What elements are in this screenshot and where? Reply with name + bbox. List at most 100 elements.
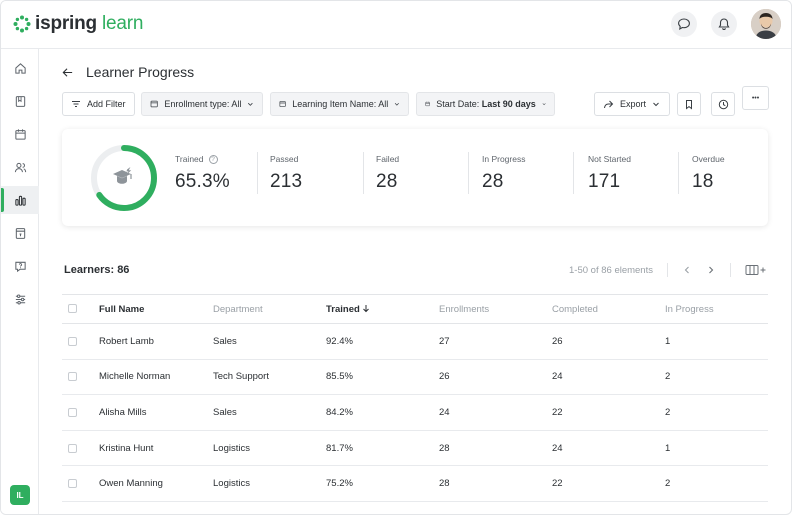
chevron-right-icon[interactable] [706,265,716,275]
user-avatar[interactable] [751,9,781,39]
start-date-filter[interactable]: Start Date: Last 90 days [416,92,555,116]
trained-donut-chart [91,145,157,211]
bookmark-icon [686,99,692,110]
enrollment-type-filter[interactable]: Enrollment type: All [141,92,263,116]
table-cell: 22 [552,406,563,418]
table-cell: 24 [439,406,450,418]
sidebar: IL [1,49,39,514]
column-header-enrollments[interactable]: Enrollments [439,303,490,315]
sidebar-item-users[interactable] [1,153,39,181]
table-header-row: Full Name Department Trained Enrollments… [62,294,768,324]
stat-in-progress-label: In Progress [482,154,526,164]
table-row[interactable]: Michelle Norman Tech Support 85.5% 26 24 2 [62,359,768,395]
enrollment-type-label: Enrollment type: All [164,99,242,109]
column-header-full-name[interactable]: Full Name [99,303,145,315]
table-cell: 28 [439,478,450,490]
reports-icon [14,195,26,206]
clock-icon [718,99,728,109]
sidebar-item-reports[interactable] [1,186,39,214]
stat-passed-value: 213 [270,171,303,192]
column-header-department[interactable]: Department [213,303,263,315]
table-cell: 2 [665,478,671,490]
table-cell[interactable]: Alisha Mills [99,406,147,418]
select-all-checkbox[interactable] [68,304,77,314]
table-cell: 24 [552,371,563,383]
sidebar-item-home[interactable] [1,54,39,82]
info-icon[interactable]: ? [208,154,218,164]
table-cell: Sales [213,406,237,418]
table-cell: 22 [552,478,563,490]
table-cell: 2 [665,406,671,418]
notifications-button[interactable] [711,11,737,37]
table-cell[interactable]: Owen Manning [99,478,163,490]
back-arrow-icon[interactable] [61,66,74,79]
row-checkbox[interactable] [68,443,77,453]
settings-icon [15,294,25,304]
trained-donut-arc [91,145,157,211]
chevron-down-icon [542,103,546,106]
row-checkbox[interactable] [68,372,77,382]
stat-in-progress: In Progress 28 [482,153,525,193]
chat-bubble-icon [678,18,690,31]
table-cell: 24 [552,442,563,454]
row-checkbox[interactable] [68,336,77,346]
stat-failed-label: Failed [376,154,400,164]
stat-passed: Passed 213 [270,153,302,193]
add-filter-button[interactable]: Add Filter [62,92,135,116]
learners-count-title: Learners: 86 [64,264,130,276]
table-row[interactable]: Kristina Hunt Logistics 81.7% 28 24 1 [62,430,768,466]
share-icon [604,100,614,108]
table-cell: Logistics [213,442,250,454]
columns-settings-icon[interactable] [745,264,767,276]
current-user-badge[interactable]: IL [10,485,30,505]
learning-item-filter[interactable]: Learning Item Name: All [270,92,409,116]
table-cell[interactable]: Kristina Hunt [99,442,154,454]
row-checkbox[interactable] [68,479,77,489]
table-row[interactable]: Alisha Mills Sales 84.2% 24 22 2 [62,395,768,431]
start-date-value: Last 90 days [481,99,536,109]
table-cell[interactable]: Michelle Norman [99,371,171,383]
history-button[interactable] [711,92,735,116]
export-button[interactable]: Export [594,92,670,116]
column-header-trained[interactable]: Trained [326,295,439,324]
book-icon [15,95,25,107]
chevron-down-icon [395,103,400,106]
logo[interactable]: ispring learn [13,13,143,35]
stat-not-started-value: 171 [588,171,621,192]
column-header-completed[interactable]: Completed [552,303,598,315]
learners-table: Full Name Department Trained Enrollments… [62,294,768,502]
row-checkbox[interactable] [68,407,77,417]
more-options-button[interactable]: ••• [742,86,769,110]
table-cell: 84.2% [326,406,353,418]
messages-button[interactable] [671,11,697,37]
stat-overdue-label: Overdue [692,154,725,164]
sidebar-item-calendar[interactable] [1,120,39,148]
ispring-logo-icon [13,15,31,33]
table-cell: Sales [213,335,237,347]
chevron-left-icon[interactable] [682,265,692,275]
table-cell[interactable]: Robert Lamb [99,335,154,347]
column-header-in-progress[interactable]: In Progress [665,303,714,315]
graduation-cap-icon [113,167,132,184]
add-filter-label: Add Filter [87,99,126,109]
filter-icon [72,101,80,107]
sidebar-item-courses[interactable] [1,87,39,115]
bookmark-button[interactable] [677,92,701,116]
sidebar-item-help[interactable] [1,252,39,280]
sidebar-item-certificates[interactable] [1,219,39,247]
sidebar-item-settings[interactable] [1,285,39,313]
table-row[interactable]: Owen Manning Logistics 75.2% 28 22 2 [62,466,768,502]
table-row[interactable]: Robert Lamb Sales 92.4% 27 26 1 [62,324,768,360]
stat-failed: Failed 28 [376,153,399,193]
top-bar: ispring learn [1,1,791,49]
stats-card: Trained ? 65.3% Passed 213 Failed 28 In … [62,129,768,226]
pagination-summary: 1-50 of 86 elements [569,264,653,276]
chevron-down-icon [248,102,254,106]
home-icon [14,62,26,74]
page-title: Learner Progress [86,64,195,80]
table-cell: Logistics [213,478,250,490]
table-cell: 81.7% [326,442,353,454]
calendar-small-icon [279,101,286,107]
stat-not-started: Not Started 171 [588,153,631,193]
table-cell: 85.5% [326,371,353,383]
